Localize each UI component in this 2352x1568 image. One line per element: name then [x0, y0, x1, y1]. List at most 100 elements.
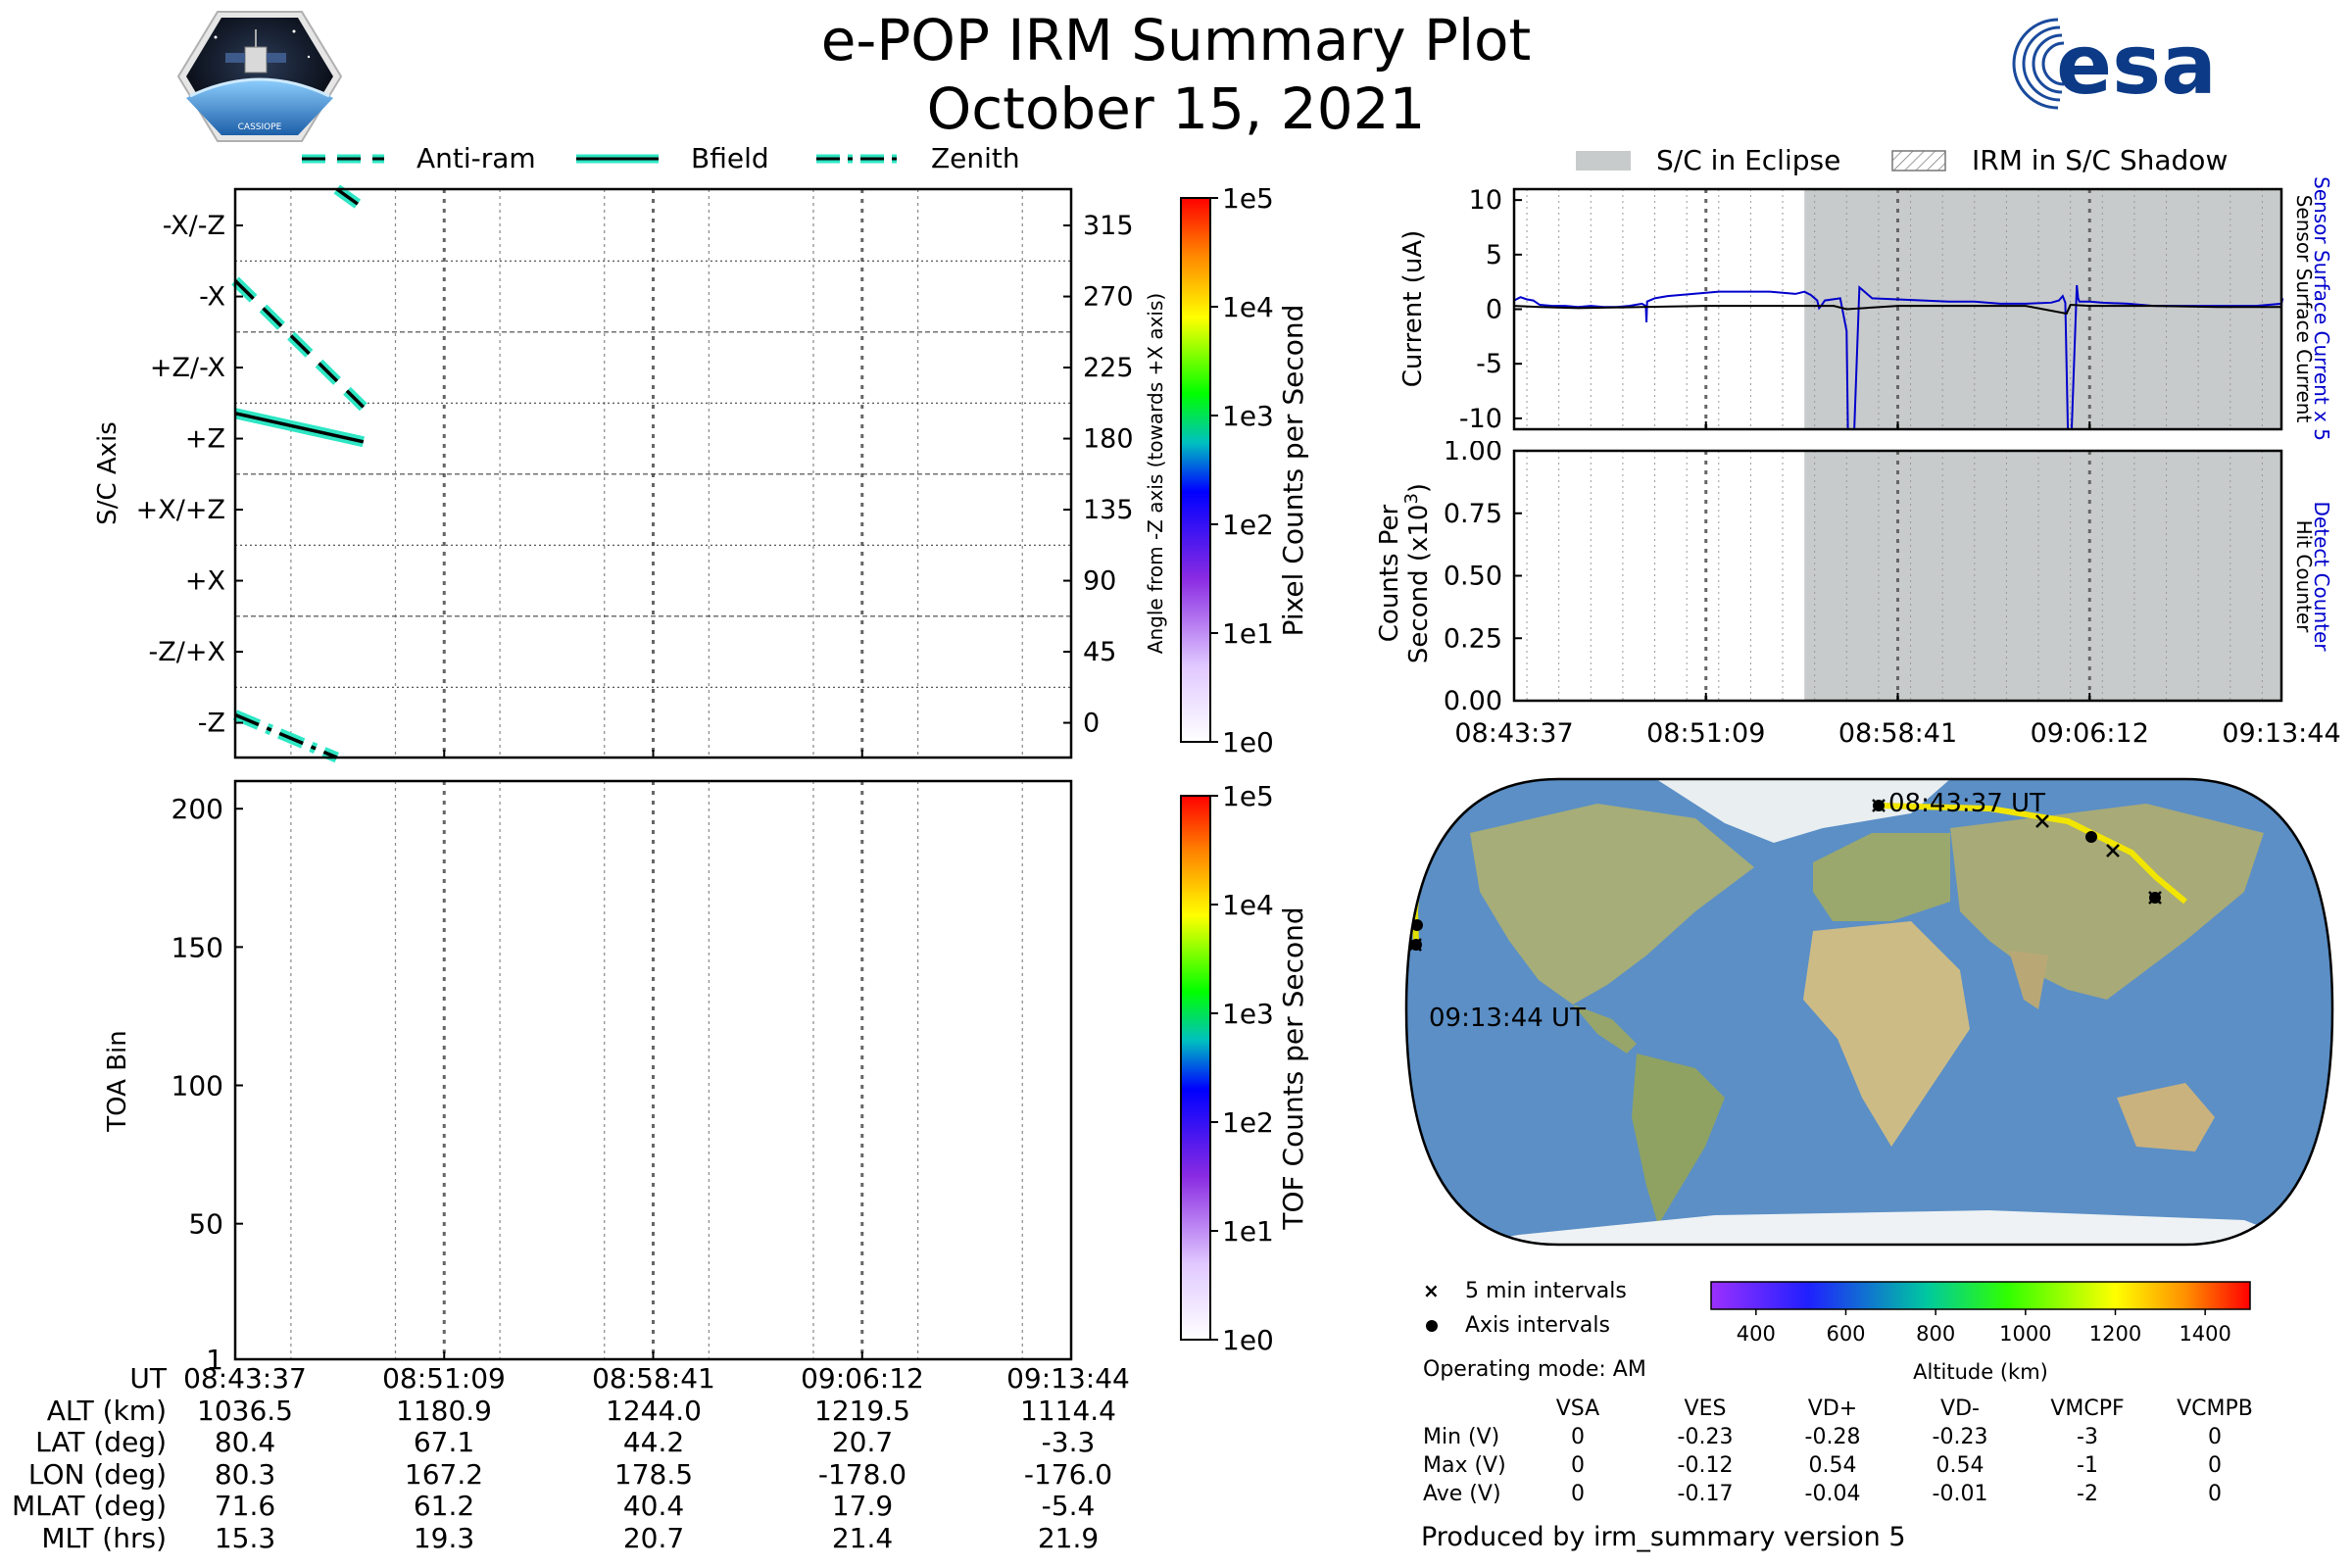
ytick-label: 1.00 — [1444, 441, 1502, 466]
ytick-label: 150 — [172, 931, 223, 963]
africa-shape — [1803, 921, 1970, 1147]
ephemeris-cell: 1036.5 — [197, 1394, 293, 1427]
voltage-cell: -0.01 — [1932, 1482, 1988, 1506]
voltage-cell: -0.23 — [1677, 1425, 1734, 1449]
legend-antiram: Anti-ram — [299, 142, 536, 174]
voltage-header: VES — [1684, 1396, 1727, 1421]
toa-ylabel: TOA Bin — [103, 1030, 132, 1132]
voltage-cell: 0 — [2208, 1453, 2222, 1478]
ytick-right-label: 315 — [1083, 211, 1134, 241]
colorbar-tick-label: 1e1 — [1222, 1215, 1274, 1248]
ephemeris-cell: 44.2 — [622, 1426, 685, 1458]
legend-zenith-label: Zenith — [931, 142, 1020, 174]
ytick-label: 1 — [206, 1344, 223, 1372]
colorbar-tick-label: 1e0 — [1222, 726, 1274, 755]
ytick-label: 0 — [1486, 295, 1502, 325]
ephemeris-table: UT ALT (km) LAT (deg) LON (deg) MLAT (deg) ML… — [0, 1362, 1176, 1568]
xtick-label: 08:43:37 — [1454, 718, 1573, 745]
voltage-cell: -1 — [2077, 1453, 2098, 1478]
ephemeris-cell: -176.0 — [1023, 1457, 1113, 1491]
south-america-shape — [1632, 1054, 1725, 1225]
ytick-right-label: 90 — [1083, 566, 1116, 597]
voltage-header: VMCPF — [2050, 1396, 2125, 1421]
voltage-cell: -0.17 — [1677, 1482, 1734, 1506]
esa-logo: esa — [2012, 17, 2217, 113]
ephemeris-row-label: UT — [129, 1362, 167, 1395]
ephemeris-cell: 08:51:09 — [382, 1362, 506, 1395]
ephemeris-cell: 67.1 — [413, 1426, 475, 1458]
voltage-cell: 0 — [2208, 1482, 2222, 1506]
voltage-header: VD- — [1940, 1396, 1980, 1421]
ephemeris-cell: 08:43:37 — [183, 1362, 307, 1395]
ytick-label: 0.00 — [1444, 686, 1502, 716]
ytick-label: 0.50 — [1444, 562, 1502, 592]
ephemeris-cell: -3.3 — [1041, 1426, 1096, 1458]
altitude-tick-label: 400 — [1737, 1322, 1776, 1346]
map-frame — [1404, 777, 2334, 1247]
colorbar-tick-label: 1e5 — [1222, 784, 1274, 812]
ephemeris-row-label: MLAT (deg) — [11, 1490, 167, 1522]
ephemeris-cell: 61.2 — [413, 1490, 475, 1522]
ephemeris-cell: 80.4 — [214, 1426, 276, 1458]
voltage-cell: 0 — [1571, 1425, 1585, 1449]
ephemeris-cell: 09:13:44 — [1006, 1362, 1130, 1395]
colorbar-scale — [1180, 197, 1211, 743]
ytick-right-label: 180 — [1083, 424, 1134, 455]
ephemeris-cell: 17.9 — [831, 1490, 894, 1522]
ytick-label: 200 — [172, 793, 223, 825]
xtick-label: 08:58:41 — [1838, 718, 1957, 745]
ytick-right-label: 45 — [1083, 637, 1116, 667]
ytick-label: -X/-Z — [163, 211, 225, 241]
ytick-label: +X — [185, 566, 225, 597]
ytick-label: 5 — [1486, 240, 1502, 270]
altitude-tick-label: 1400 — [2179, 1322, 2230, 1346]
ephemeris-cell: 40.4 — [622, 1490, 685, 1522]
voltage-cell: 0 — [1571, 1453, 1585, 1478]
logo-text: CASSIOPE — [238, 122, 282, 132]
ephemeris-cell: 1219.5 — [814, 1394, 910, 1427]
mission-logo: CASSIOPE — [176, 11, 343, 142]
map-start-label: 08:43:37 UT — [1888, 789, 2045, 818]
voltage-cell: -0.23 — [1932, 1425, 1988, 1449]
footer-text: Produced by irm_summary version 5 — [1421, 1522, 1906, 1552]
operating-mode: Operating mode: AM — [1423, 1357, 1646, 1382]
greenland-shape — [1656, 779, 1950, 843]
ytick-label: -Z — [198, 709, 225, 739]
page-title: e-POP IRM Summary Plot — [820, 7, 1532, 74]
ytick-label: 0.75 — [1444, 499, 1502, 529]
counts-right-label-bottom: Hit Counter — [2292, 520, 2316, 633]
ephemeris-cell: 1180.9 — [396, 1394, 492, 1427]
ytick-label: -10 — [1459, 404, 1502, 434]
voltage-header: VSA — [1555, 1396, 1600, 1421]
legend-eclipse: S/C in Eclipse — [1576, 144, 1840, 176]
colorbar-label: Pixel Counts per Second — [1277, 305, 1309, 637]
orbit-track-east — [1878, 803, 2187, 905]
ephemeris-cell: 08:58:41 — [592, 1362, 715, 1395]
voltage-cell: -2 — [2077, 1482, 2098, 1506]
ytick-label: 0.25 — [1444, 623, 1502, 654]
ephemeris-row-label: MLT (hrs) — [41, 1521, 167, 1554]
legend-zenith: Zenith — [813, 142, 1020, 174]
ephemeris-row-label: LAT (deg) — [35, 1426, 167, 1458]
ephemeris-row-label: ALT (km) — [46, 1394, 167, 1427]
ytick-label: -Z/+X — [149, 637, 225, 667]
series-line — [1513, 304, 2281, 316]
counts-ylabel-line1: Counts Per — [1375, 504, 1404, 642]
ephemeris-cell: 15.3 — [214, 1521, 276, 1554]
voltage-table: VSA VES VD+ VD- VMCPF VCMPB Min (V) 0 -0.23 -0.28… — [1411, 1396, 2293, 1514]
colorbar-tick-label: 1e3 — [1222, 400, 1274, 432]
counts-ylabel-line2: Second (x103) — [1401, 483, 1435, 663]
ephemeris-cell: 09:06:12 — [801, 1362, 924, 1395]
legend-eclipse-label: S/C in Eclipse — [1656, 144, 1841, 176]
altitude-label: Altitude (km) — [1913, 1360, 2048, 1384]
colorbar-tick-label: 1e4 — [1222, 889, 1274, 921]
colorbar-tick-label: 1e1 — [1222, 617, 1274, 650]
ytick-label: +Z — [185, 424, 225, 455]
ytick-label: 100 — [172, 1070, 223, 1102]
ephemeris-cell: 21.4 — [831, 1521, 894, 1554]
altitude-tick-label: 1000 — [1999, 1322, 2051, 1346]
ephemeris-cell: 19.3 — [413, 1521, 475, 1554]
eclipse-region — [1804, 451, 2281, 701]
ephemeris-cell: 178.5 — [613, 1457, 694, 1491]
